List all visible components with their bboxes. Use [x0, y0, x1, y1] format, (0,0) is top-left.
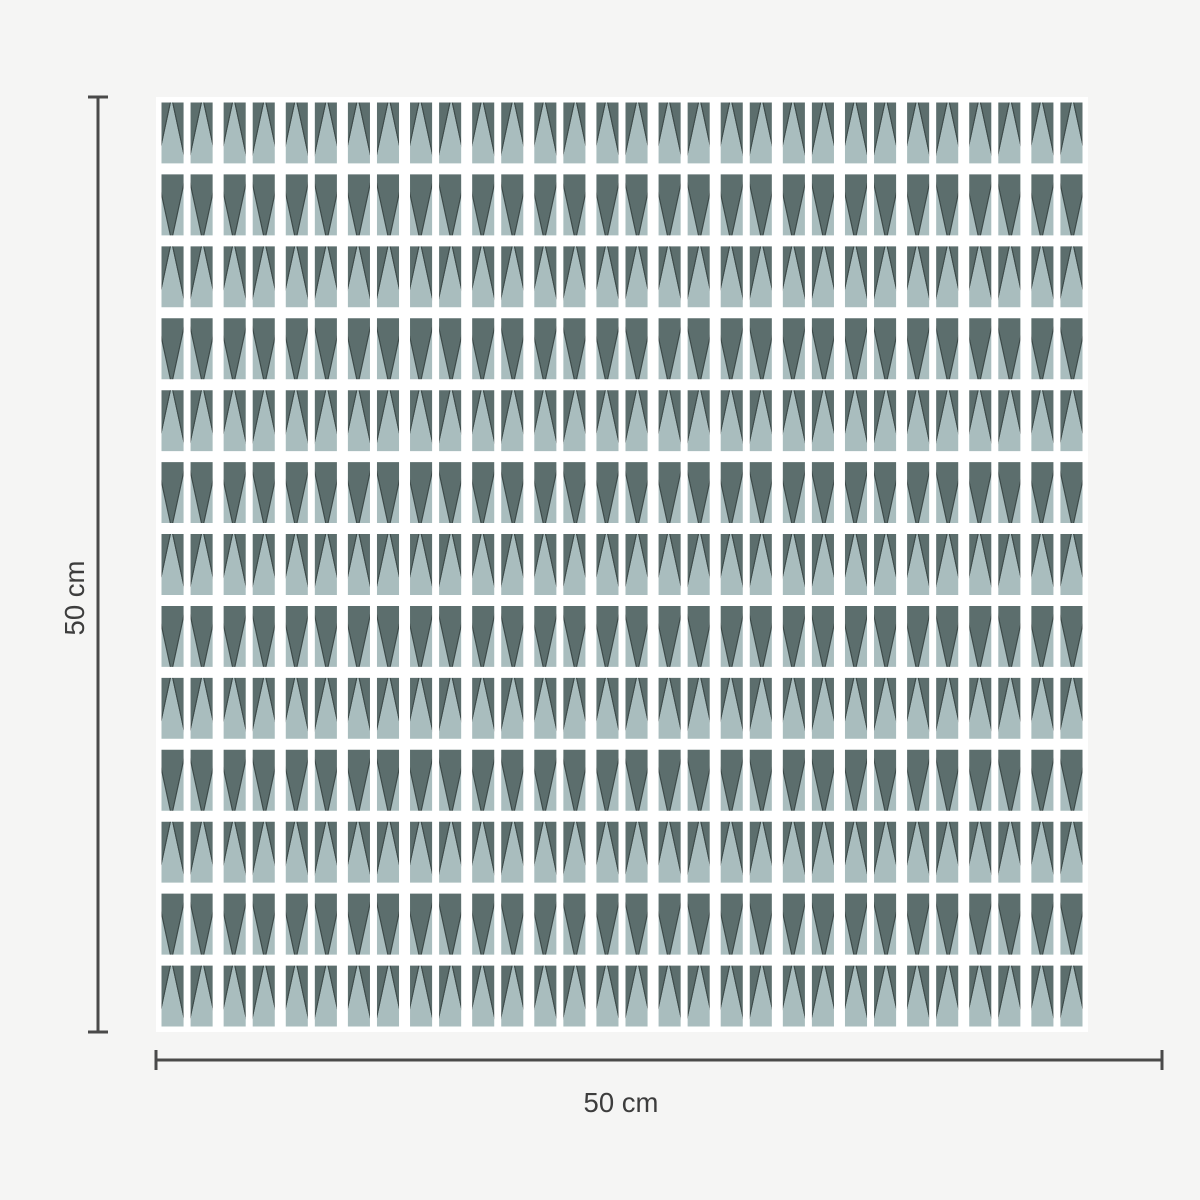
svg-text:50 cm: 50 cm [59, 561, 90, 636]
svg-text:50 cm: 50 cm [584, 1087, 659, 1118]
